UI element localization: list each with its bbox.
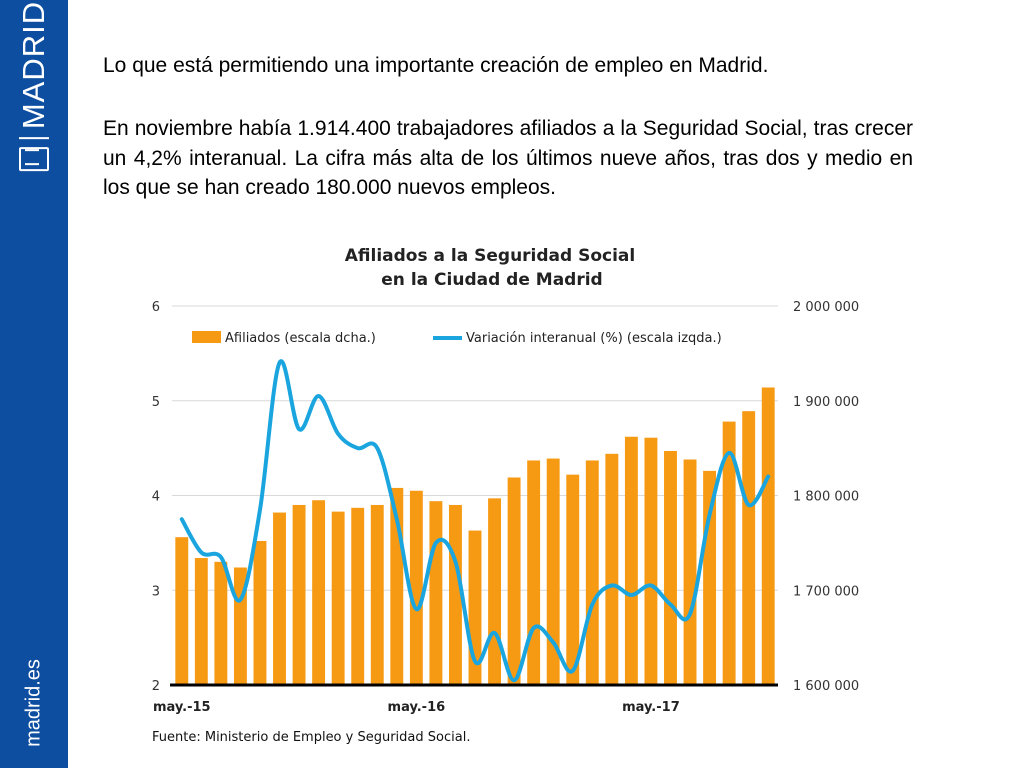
y-left-tick-label: 5 [152, 395, 160, 410]
bar-affiliates [488, 498, 501, 685]
intro-text: Lo que está permitiendo una importante c… [103, 54, 769, 77]
bar-affiliates [585, 460, 599, 685]
bar-affiliates [292, 504, 306, 685]
bar-affiliates [644, 437, 658, 685]
legend-label-bars: Afiliados (escala dcha.) [225, 331, 376, 346]
bar-affiliates [253, 540, 267, 685]
y-right-tick-label: 2 000 000 [793, 300, 859, 315]
y-left-tick-label: 2 [152, 679, 160, 694]
bar-affiliates [273, 512, 286, 685]
x-tick-label: may.-17 [622, 700, 680, 715]
y-left-tick-label: 4 [152, 490, 160, 505]
bar-affiliates [683, 459, 697, 685]
bar-affiliates [214, 561, 228, 685]
bar-affiliates [409, 490, 423, 685]
bar-affiliates [527, 460, 541, 685]
bar-affiliates [546, 458, 560, 685]
bar-affiliates [194, 558, 208, 685]
y-right-tick-label: 1 800 000 [793, 490, 859, 505]
bar-affiliates [351, 507, 365, 685]
chart-source: Fuente: Ministerio de Empleo y Seguridad… [152, 730, 470, 745]
y-right-tick-label: 1 700 000 [793, 584, 859, 599]
bar-affiliates [566, 474, 580, 685]
bar-affiliates [331, 511, 345, 685]
body-paragraph: En noviembre había 1.914.400 trabajadore… [103, 117, 913, 199]
y-right-tick-label: 1 600 000 [793, 679, 859, 694]
bar-affiliates [312, 500, 326, 685]
y-left-tick-label: 3 [152, 584, 160, 599]
bar-affiliates [175, 537, 189, 685]
bar-affiliates [370, 504, 384, 685]
chart-title-line1: Afiliados a la Seguridad Social [345, 246, 636, 266]
y-right-tick-label: 1 900 000 [793, 395, 859, 410]
line-interannual-variation [179, 359, 771, 683]
bar-affiliates [761, 387, 775, 685]
chart-title-line2: en la Ciudad de Madrid [381, 270, 602, 290]
bar-affiliates [664, 450, 677, 685]
bar-affiliates [507, 477, 521, 685]
x-tick-label: may.-15 [153, 700, 211, 715]
sidebar: MADRID madrid.es [0, 0, 68, 768]
bar-affiliates [429, 501, 443, 685]
bar-affiliates [605, 453, 619, 685]
bar-affiliates [742, 411, 756, 685]
bar-affiliates [449, 504, 462, 685]
legend-swatch-bars [192, 331, 221, 343]
x-tick-label: may.-16 [388, 700, 446, 715]
bar-affiliates [722, 421, 736, 685]
y-left-tick-label: 6 [152, 300, 160, 315]
legend-label-line: Variación interanual (%) (escala izqda.) [466, 331, 722, 346]
bar-affiliates [624, 436, 638, 685]
